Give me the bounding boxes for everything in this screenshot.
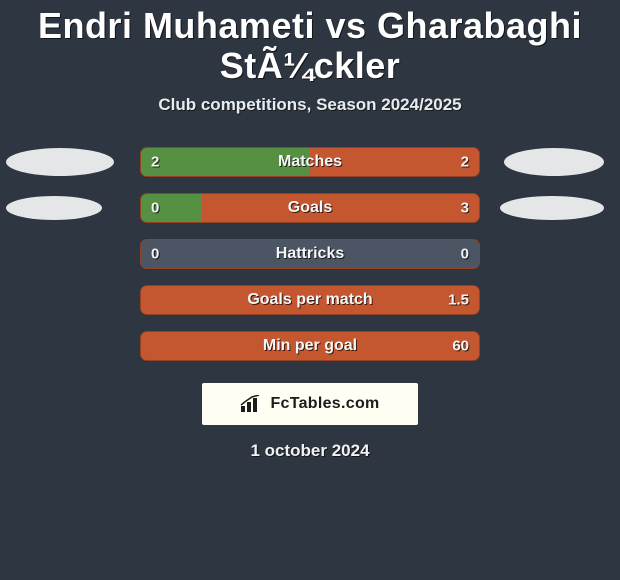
stat-value-right: 2 [461,154,469,171]
stat-value-right: 3 [461,200,469,217]
right-player-ellipse [500,196,604,220]
attribution-text: FcTables.com [270,395,379,413]
stat-row: 1.5 Goals per match [0,277,620,323]
stat-label: Matches [278,153,342,171]
comparison-infographic: Endri Muhameti vs Gharabaghi StÃ¼ckler C… [0,0,620,461]
subtitle: Club competitions, Season 2024/2025 [0,95,620,115]
right-player-ellipse [504,148,604,176]
attribution-badge: FcTables.com [202,383,418,425]
stat-value-left: 2 [151,154,159,171]
stat-label: Hattricks [276,245,344,263]
bars-icon [240,395,262,413]
stat-row: 0 3 Goals [0,185,620,231]
stat-label: Goals [288,199,332,217]
stat-bar: 2 2 Matches [140,147,480,177]
left-player-ellipse [6,196,102,220]
bar-right-fill [202,194,479,222]
stat-value-left: 0 [151,246,159,263]
stat-label: Goals per match [247,291,372,309]
stat-bar: 0 3 Goals [140,193,480,223]
stat-row: 60 Min per goal [0,323,620,369]
stat-label: Min per goal [263,337,357,355]
stat-value-right: 60 [452,338,469,355]
stat-value-right: 0 [461,246,469,263]
stat-row: 2 2 Matches [0,139,620,185]
date-text: 1 october 2024 [0,441,620,461]
stat-bar: 60 Min per goal [140,331,480,361]
left-player-ellipse [6,148,114,176]
stat-value-right: 1.5 [448,292,469,309]
stat-bar: 0 0 Hattricks [140,239,480,269]
stat-bar: 1.5 Goals per match [140,285,480,315]
stat-row: 0 0 Hattricks [0,231,620,277]
stat-rows: 2 2 Matches 0 3 Goals 0 0 Hattricks 1.5 Goals per … [0,139,620,369]
stat-value-left: 0 [151,200,159,217]
page-title: Endri Muhameti vs Gharabaghi StÃ¼ckler [0,4,620,91]
